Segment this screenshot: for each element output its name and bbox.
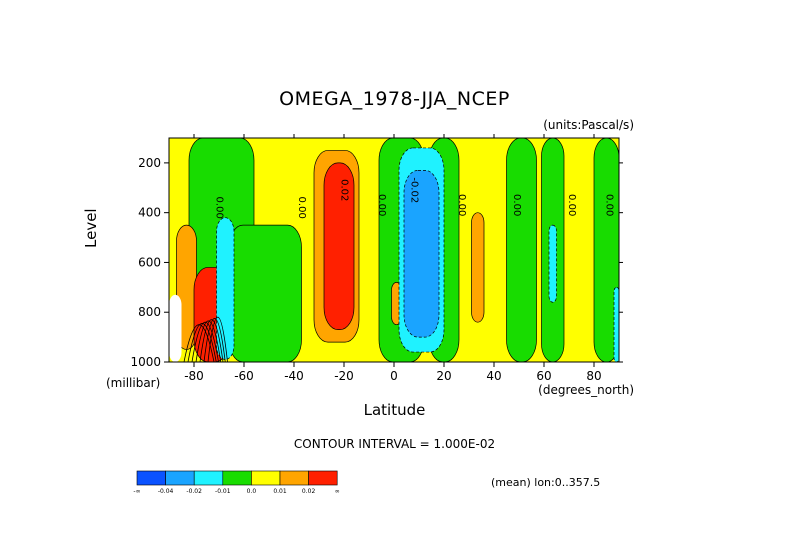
contour-line <box>187 323 217 362</box>
units-label: (units:Pascal/s) <box>543 118 634 132</box>
contour-label: -0.02 <box>409 177 420 203</box>
colorbar-label: 0.01 <box>273 488 287 495</box>
contour-fill-group: 0.00 0.00 0.02 0.00 -0.02 0.00 0.00 0.00 0.00 <box>169 138 619 362</box>
colorbar-label: ∞ <box>335 488 340 495</box>
colorbar-label: -0.04 <box>158 488 174 495</box>
contour-line <box>191 322 219 362</box>
y-tick-label: 600 <box>138 255 161 269</box>
contour-region <box>169 294 182 362</box>
colorbar-label: 0.02 <box>302 488 316 495</box>
colorbar-label: -∞ <box>133 488 140 495</box>
x-axis-label: Latitude <box>363 401 426 419</box>
x-units-label: (degrees_north) <box>538 383 634 397</box>
colorbar-label: 0.0 <box>247 488 257 495</box>
contour-region <box>471 212 485 323</box>
contour-label: 0.00 <box>566 194 577 216</box>
colorbar-swatch <box>279 470 309 486</box>
y-units-label: (millibar) <box>106 376 161 390</box>
y-tick-label: 200 <box>138 156 161 170</box>
colorbar-swatch <box>222 470 252 486</box>
x-tick-label: -80 <box>184 369 204 383</box>
y-tick-label: 800 <box>138 305 161 319</box>
y-tick-label: 400 <box>138 206 161 220</box>
y-tick-label: 1000 <box>130 355 161 369</box>
contour-region <box>548 224 557 303</box>
contour-region <box>228 224 302 362</box>
contour-region <box>613 286 619 362</box>
contour-line <box>207 316 228 362</box>
contour-line <box>195 320 222 362</box>
contour-label: 0.00 <box>296 197 307 219</box>
colorbar-label: -0.01 <box>215 488 231 495</box>
contour-region <box>403 170 440 338</box>
x-tick-label: -20 <box>334 369 354 383</box>
x-tick-label: 40 <box>486 369 501 383</box>
x-tick-label: 20 <box>436 369 451 383</box>
contour-line <box>203 318 226 362</box>
contour-region <box>323 162 355 330</box>
contour-label: 0.00 <box>604 194 615 216</box>
colorbar-swatch <box>136 470 166 486</box>
x-tick-label: -60 <box>234 369 254 383</box>
contour-interval-text: CONTOUR INTERVAL = 1.000E-02 <box>293 437 496 451</box>
colorbar-swatch <box>308 470 338 486</box>
contour-region <box>506 138 537 362</box>
colorbar-label: -0.02 <box>186 488 202 495</box>
colorbar-swatch <box>165 470 195 486</box>
chart-title: OMEGA_1978-JJA_NCEP <box>279 88 510 110</box>
contour-label: 0.00 <box>511 194 522 216</box>
contour-region <box>216 217 235 360</box>
contour-label: 0.00 <box>456 194 467 216</box>
colorbar-swatch <box>251 470 281 486</box>
x-tick-label: -40 <box>284 369 304 383</box>
x-tick-label: 60 <box>536 369 551 383</box>
contour-label: 0.00 <box>214 197 225 219</box>
x-tick-label: 80 <box>586 369 601 383</box>
contour-label: 0.02 <box>339 179 350 201</box>
colorbar-swatch <box>193 470 224 486</box>
contour-label: 0.00 <box>376 194 387 216</box>
contour-region <box>593 138 619 362</box>
mean-lon-text: (mean) lon:0..357.5 <box>491 476 601 489</box>
x-tick-label: 0 <box>390 369 398 383</box>
contour-line <box>199 319 224 362</box>
